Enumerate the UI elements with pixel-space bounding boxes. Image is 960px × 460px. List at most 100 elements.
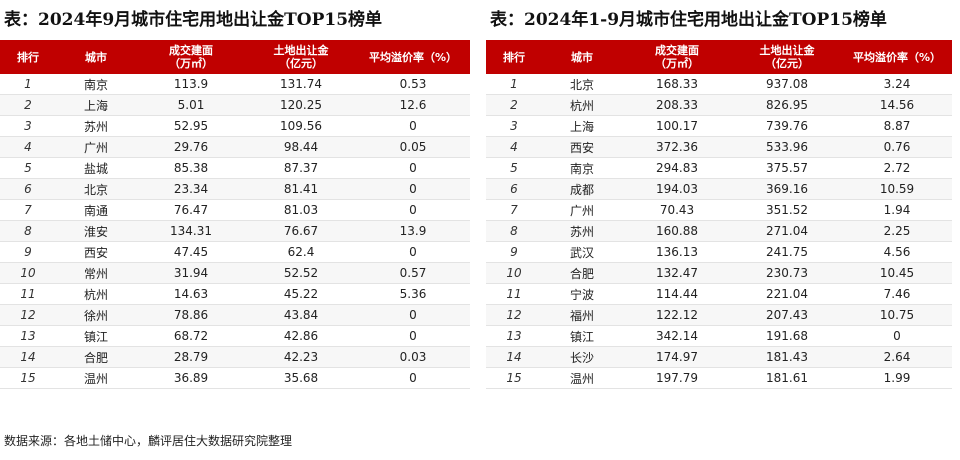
premium-cell: 0 xyxy=(356,325,470,347)
revenue-cell: 351.52 xyxy=(732,199,842,221)
col-area-header: 成交建面 （万㎡） xyxy=(655,44,699,70)
revenue-cell: 42.23 xyxy=(246,346,356,368)
area-cell: 31.94 xyxy=(136,262,246,284)
table-row: 10 常州 31.94 52.52 0.57 xyxy=(0,262,470,284)
rank-cell: 4 xyxy=(0,136,56,158)
rank-cell: 12 xyxy=(0,304,56,326)
city-cell: 南京 xyxy=(542,157,622,179)
table-row: 12 徐州 78.86 43.84 0 xyxy=(0,304,470,326)
area-cell: 52.95 xyxy=(136,115,246,137)
table-row: 4 西安 372.36 533.96 0.76 xyxy=(486,136,952,158)
premium-cell: 7.46 xyxy=(842,283,952,305)
premium-cell: 0 xyxy=(842,325,952,347)
revenue-cell: 52.52 xyxy=(246,262,356,284)
area-cell: 85.38 xyxy=(136,157,246,179)
revenue-cell: 826.95 xyxy=(732,94,842,116)
premium-cell: 0.57 xyxy=(356,262,470,284)
rank-cell: 10 xyxy=(486,262,542,284)
city-cell: 武汉 xyxy=(542,241,622,263)
area-cell: 132.47 xyxy=(622,262,732,284)
table-row: 14 长沙 174.97 181.43 2.64 xyxy=(486,346,952,368)
col-premium-header: 平均溢价率（%） xyxy=(368,50,458,64)
right-table-panel: 表：2024年1-9月城市住宅用地出让金TOP15榜单 排行 城市 成交建面 （万… xyxy=(486,0,952,389)
city-cell: 长沙 xyxy=(542,346,622,368)
area-cell: 70.43 xyxy=(622,199,732,221)
premium-cell: 0.05 xyxy=(356,136,470,158)
table-row: 13 镇江 68.72 42.86 0 xyxy=(0,325,470,347)
revenue-cell: 181.61 xyxy=(732,367,842,389)
premium-cell: 0.03 xyxy=(356,346,470,368)
table-row: 7 广州 70.43 351.52 1.94 xyxy=(486,199,952,221)
city-cell: 南通 xyxy=(56,199,136,221)
revenue-cell: 81.41 xyxy=(246,178,356,200)
rank-cell: 3 xyxy=(486,115,542,137)
table-row: 1 南京 113.9 131.74 0.53 xyxy=(0,74,470,95)
area-cell: 76.47 xyxy=(136,199,246,221)
revenue-cell: 87.37 xyxy=(246,157,356,179)
area-cell: 5.01 xyxy=(136,94,246,116)
rank-cell: 4 xyxy=(486,136,542,158)
city-cell: 温州 xyxy=(542,367,622,389)
area-cell: 14.63 xyxy=(136,283,246,305)
area-cell: 136.13 xyxy=(622,241,732,263)
area-cell: 294.83 xyxy=(622,157,732,179)
area-cell: 122.12 xyxy=(622,304,732,326)
left-table-header: 排行 城市 成交建面 （万㎡） 土地出让金 （亿元） 平均溢价率（%） xyxy=(0,40,470,74)
left-table-title: 表：2024年9月城市住宅用地出让金TOP15榜单 xyxy=(4,10,383,30)
revenue-cell: 207.43 xyxy=(732,304,842,326)
rank-cell: 3 xyxy=(0,115,56,137)
city-cell: 上海 xyxy=(542,115,622,137)
revenue-cell: 131.74 xyxy=(246,74,356,95)
premium-cell: 10.75 xyxy=(842,304,952,326)
rank-cell: 8 xyxy=(486,220,542,242)
premium-cell: 0.53 xyxy=(356,74,470,95)
rank-cell: 1 xyxy=(0,74,56,95)
rank-cell: 12 xyxy=(486,304,542,326)
rank-cell: 8 xyxy=(0,220,56,242)
rank-cell: 9 xyxy=(0,241,56,263)
table-row: 2 上海 5.01 120.25 12.6 xyxy=(0,94,470,116)
city-cell: 常州 xyxy=(56,262,136,284)
area-cell: 342.14 xyxy=(622,325,732,347)
rank-cell: 11 xyxy=(0,283,56,305)
city-cell: 西安 xyxy=(542,136,622,158)
rank-cell: 14 xyxy=(0,346,56,368)
premium-cell: 0 xyxy=(356,199,470,221)
rank-cell: 14 xyxy=(486,346,542,368)
area-cell: 372.36 xyxy=(622,136,732,158)
city-cell: 淮安 xyxy=(56,220,136,242)
table-row: 6 北京 23.34 81.41 0 xyxy=(0,178,470,200)
premium-cell: 1.99 xyxy=(842,367,952,389)
revenue-cell: 109.56 xyxy=(246,115,356,137)
col-rank-header: 排行 xyxy=(503,50,525,64)
area-cell: 29.76 xyxy=(136,136,246,158)
table-row: 6 成都 194.03 369.16 10.59 xyxy=(486,178,952,200)
city-cell: 上海 xyxy=(56,94,136,116)
revenue-cell: 533.96 xyxy=(732,136,842,158)
city-cell: 镇江 xyxy=(542,325,622,347)
rank-cell: 1 xyxy=(486,74,542,95)
premium-cell: 10.45 xyxy=(842,262,952,284)
city-cell: 北京 xyxy=(56,178,136,200)
premium-cell: 4.56 xyxy=(842,241,952,263)
rank-cell: 13 xyxy=(486,325,542,347)
premium-cell: 0 xyxy=(356,304,470,326)
revenue-cell: 35.68 xyxy=(246,367,356,389)
area-cell: 160.88 xyxy=(622,220,732,242)
city-cell: 镇江 xyxy=(56,325,136,347)
right-table-header: 排行 城市 成交建面 （万㎡） 土地出让金 （亿元） 平均溢价率（%） xyxy=(486,40,952,74)
city-cell: 杭州 xyxy=(56,283,136,305)
revenue-cell: 271.04 xyxy=(732,220,842,242)
rank-cell: 5 xyxy=(0,157,56,179)
revenue-cell: 937.08 xyxy=(732,74,842,95)
rank-cell: 2 xyxy=(0,94,56,116)
col-revenue-header: 土地出让金 （亿元） xyxy=(273,44,329,70)
table-row: 3 上海 100.17 739.76 8.87 xyxy=(486,115,952,137)
table-row: 14 合肥 28.79 42.23 0.03 xyxy=(0,346,470,368)
right-ranking-table: 排行 城市 成交建面 （万㎡） 土地出让金 （亿元） 平均溢价率（%） 1 北京 168… xyxy=(486,40,952,389)
premium-cell: 12.6 xyxy=(356,94,470,116)
city-cell: 广州 xyxy=(542,199,622,221)
rank-cell: 9 xyxy=(486,241,542,263)
premium-cell: 0 xyxy=(356,241,470,263)
revenue-cell: 181.43 xyxy=(732,346,842,368)
